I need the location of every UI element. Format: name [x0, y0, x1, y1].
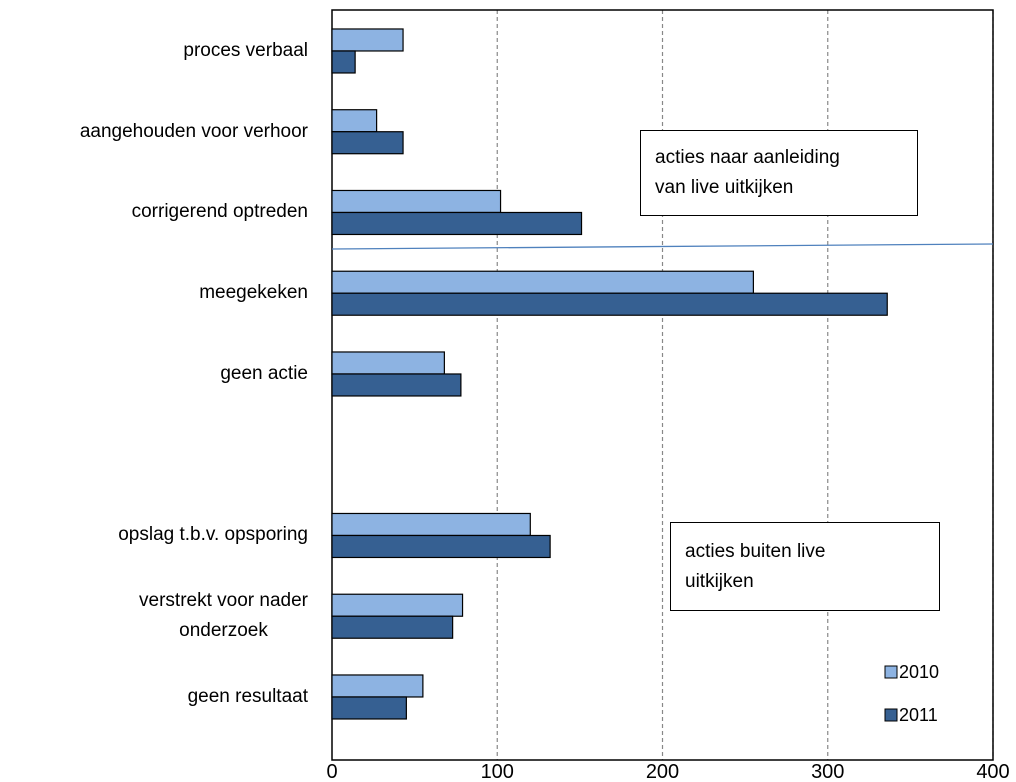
bar — [331, 593, 464, 617]
x-tick-label: 100 — [481, 761, 514, 782]
x-tick-label: 0 — [326, 761, 337, 782]
bar — [331, 270, 754, 294]
bar — [331, 50, 356, 74]
bar — [331, 373, 462, 397]
legend-swatch — [884, 708, 898, 722]
annotation: acties buiten live uitkijken — [670, 522, 940, 611]
bar — [331, 512, 531, 537]
bar — [331, 351, 445, 375]
bar — [331, 189, 502, 214]
y-tick-label: meegekeken — [199, 282, 308, 304]
legend-label: 2011 — [899, 705, 938, 725]
bar — [331, 696, 407, 720]
y-tick-label: corrigerend optreden — [131, 201, 308, 223]
bar — [331, 674, 424, 698]
bar — [331, 109, 378, 133]
x-tick-label: 300 — [811, 761, 844, 782]
bar — [331, 28, 404, 52]
y-tick-label: opslag t.b.v. opsporing — [118, 524, 308, 546]
y-tick-label: proces verbaal — [183, 39, 308, 61]
y-tick-label: geen actie — [220, 362, 308, 384]
bar — [331, 211, 583, 236]
x-tick-label: 400 — [976, 761, 1009, 782]
y-tick-label: aangehouden voor verhoor — [79, 120, 308, 142]
y-tick-label: geen resultaat — [187, 685, 308, 707]
separator — [331, 243, 994, 250]
bar — [331, 292, 888, 316]
bar — [331, 131, 404, 155]
bar — [331, 615, 454, 639]
bar — [331, 534, 551, 559]
x-tick-label: 200 — [646, 761, 679, 782]
legend-label: 2010 — [899, 662, 939, 682]
annotation: acties naar aanleiding van live uitkijke… — [640, 130, 918, 216]
y-tick-label: verstrekt voor nader onderzoek — [139, 590, 308, 642]
legend-swatch — [884, 665, 898, 679]
